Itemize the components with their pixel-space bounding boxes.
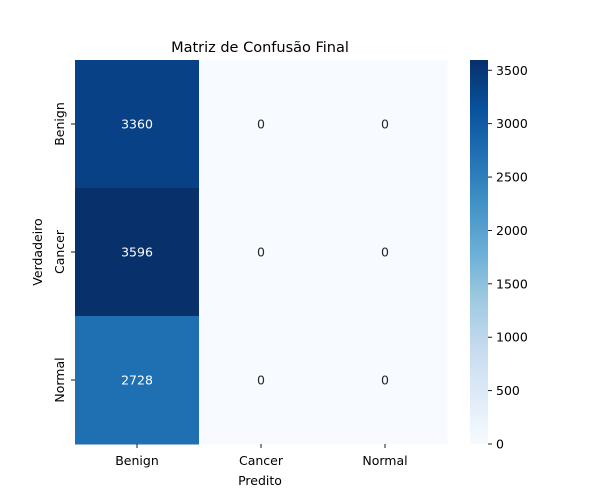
cell-value-label: 0 [257, 245, 265, 260]
y-tick-label: Cancer [52, 229, 67, 274]
colorbar-ticks: 0 500 1000 1500 2000 2500 3000 3500 [488, 63, 528, 452]
cell-value-label: 0 [381, 117, 389, 132]
cell-value-label: 0 [381, 245, 389, 260]
cell-value-label: 2728 [121, 373, 153, 388]
heatmap-cell [199, 316, 324, 445]
colorbar-tick-label: 2500 [496, 170, 528, 185]
heatmap-cell [199, 188, 324, 317]
y-tick-label: Benign [52, 102, 67, 146]
x-tick-label: Cancer [239, 453, 284, 468]
colorbar-tick-label: 1000 [496, 330, 528, 345]
x-tick-label: Normal [362, 453, 407, 468]
colorbar [470, 60, 488, 444]
chart-title: Matriz de Confusão Final [171, 40, 349, 56]
cell-value-label: 0 [257, 117, 265, 132]
heatmap-cell [75, 188, 200, 317]
x-tick-label: Benign [115, 453, 159, 468]
cell-value-label: 0 [257, 373, 265, 388]
colorbar-tick-label: 2000 [496, 223, 528, 238]
cell-value-label: 3360 [121, 117, 153, 132]
colorbar-tick-label: 0 [496, 437, 504, 452]
cell-value-label: 3596 [121, 245, 153, 260]
colorbar-tick-label: 3500 [496, 63, 528, 78]
cell-value-label: 0 [381, 373, 389, 388]
heatmap-cell [323, 60, 448, 189]
y-axis-ticks: Benign Cancer Normal [52, 102, 75, 403]
colorbar-tick-label: 1500 [496, 276, 528, 291]
cell-annotations: 3360 0 0 3596 0 0 2728 0 0 [121, 117, 389, 388]
y-axis-label: Verdadeiro [30, 218, 45, 285]
heatmap-cell [323, 316, 448, 445]
heatmap-cells [75, 60, 448, 445]
heatmap-cell [323, 188, 448, 317]
heatmap-cell [75, 60, 200, 189]
colorbar-tick-label: 500 [496, 383, 520, 398]
heatmap-cell [199, 60, 324, 189]
x-axis-label: Predito [238, 473, 282, 488]
x-axis-ticks: Benign Cancer Normal [115, 444, 408, 468]
colorbar-tick-label: 3000 [496, 116, 528, 131]
y-tick-label: Normal [52, 357, 67, 402]
heatmap-cell [75, 316, 200, 445]
